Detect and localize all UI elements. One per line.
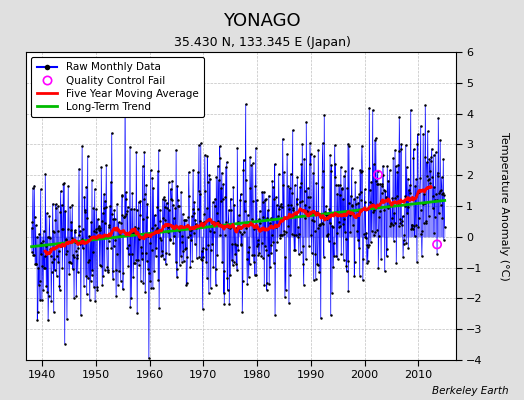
Legend: Raw Monthly Data, Quality Control Fail, Five Year Moving Average, Long-Term Tren: Raw Monthly Data, Quality Control Fail, … [31,57,204,117]
Text: YONAGO: YONAGO [223,12,301,30]
Point [374,172,382,178]
Point [433,241,441,248]
Text: Berkeley Earth: Berkeley Earth [432,386,508,396]
Y-axis label: Temperature Anomaly (°C): Temperature Anomaly (°C) [499,132,509,280]
Text: 35.430 N, 133.345 E (Japan): 35.430 N, 133.345 E (Japan) [173,36,351,49]
